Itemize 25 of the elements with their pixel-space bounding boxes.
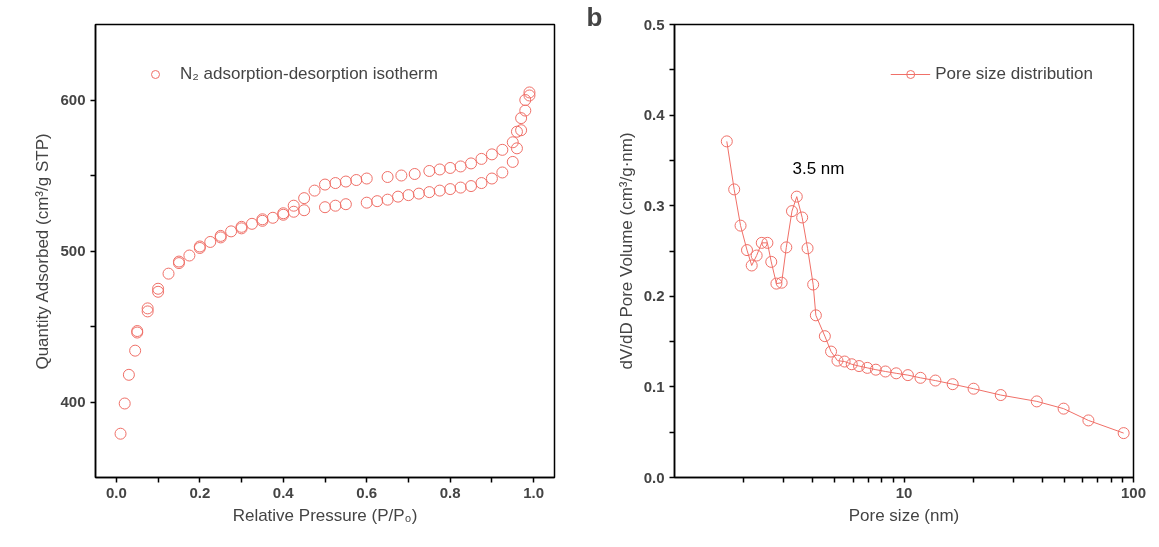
x-tick-label: 10 <box>895 483 913 501</box>
y-tick-label: 0.0 <box>643 468 665 486</box>
y-tick-label: 0.5 <box>643 15 665 33</box>
x-tick-label: 0.2 <box>189 483 211 501</box>
y-tick-label: 0.3 <box>643 196 665 214</box>
x-tick-label: 0.4 <box>272 483 295 501</box>
x-tick-label: 0.8 <box>439 483 461 501</box>
x-tick-label: 100 <box>1120 483 1147 501</box>
legend-label: N₂ adsorption-desorption isotherm <box>180 64 438 84</box>
x-tick-label: 0.6 <box>356 483 378 501</box>
y-tick-label: 0.4 <box>643 106 666 124</box>
y-tick-label: 600 <box>60 91 86 108</box>
y-axis-title: Quantity Adsorbed (cm³/g STP) <box>33 133 53 370</box>
annotation: 3.5 nm <box>792 158 845 178</box>
x-axis-title: Pore size (nm) <box>848 505 960 525</box>
legend-label: Pore size distribution <box>935 64 1093 84</box>
y-tick-label: 0.2 <box>643 287 665 305</box>
x-tick-label: 0.0 <box>105 483 127 501</box>
y-axis-title: dV/dD Pore Volume (cm³/g·nm) <box>616 132 636 370</box>
text: b <box>586 1 603 32</box>
y-tick-label: 500 <box>60 242 86 259</box>
x-tick-label: 1.0 <box>523 483 545 501</box>
y-tick-label: 0.1 <box>643 377 665 395</box>
y-tick-label: 400 <box>60 393 86 410</box>
x-axis-title: Relative Pressure (P/P₀) <box>232 505 418 525</box>
